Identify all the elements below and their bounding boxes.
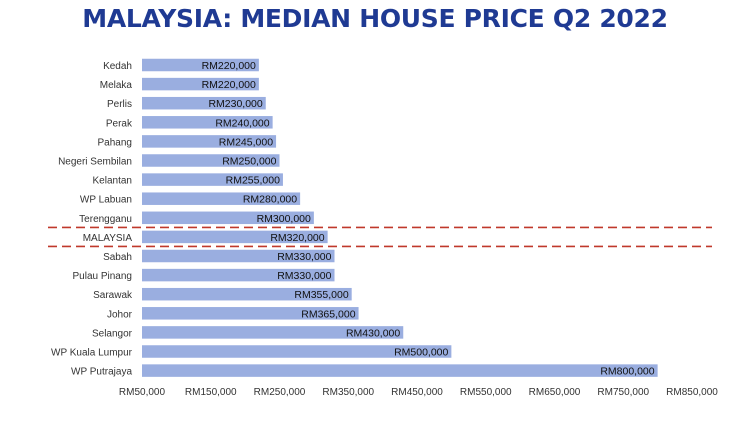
- category-label: Kedah: [103, 61, 132, 72]
- data-label: RM230,000: [208, 98, 262, 110]
- x-tick-label: RM250,000: [254, 387, 306, 398]
- data-label: RM365,000: [301, 308, 355, 320]
- data-label: RM330,000: [277, 251, 331, 263]
- category-label: Melaka: [100, 80, 133, 91]
- x-tick-label: RM50,000: [119, 387, 166, 398]
- category-label: Johor: [107, 309, 133, 320]
- data-label: RM280,000: [243, 194, 297, 206]
- category-label: Terengganu: [79, 214, 132, 225]
- x-tick-label: RM650,000: [529, 387, 581, 398]
- x-tick-label: RM850,000: [666, 387, 718, 398]
- data-label: RM255,000: [226, 175, 280, 187]
- bar: [142, 96, 266, 110]
- bar: [142, 58, 259, 72]
- data-label: RM300,000: [257, 213, 311, 225]
- x-tick-label: RM550,000: [460, 387, 512, 398]
- data-label: RM800,000: [600, 366, 654, 378]
- bar: [142, 230, 328, 244]
- category-label: Pahang: [98, 137, 132, 148]
- bar: [142, 287, 352, 301]
- bar: [142, 249, 335, 263]
- category-label: Pulau Pinang: [73, 271, 133, 282]
- category-label: WP Kuala Lumpur: [51, 348, 133, 359]
- data-label: RM330,000: [277, 270, 331, 282]
- bar: [142, 135, 277, 148]
- data-label: RM220,000: [202, 79, 256, 91]
- x-tick-label: RM350,000: [322, 387, 374, 398]
- bar: [142, 173, 283, 186]
- category-label: Selangor: [92, 328, 133, 339]
- data-label: RM355,000: [294, 289, 348, 301]
- category-label: Negeri Sembilan: [58, 157, 132, 168]
- category-label: MALAYSIA: [83, 233, 133, 244]
- data-label: RM220,000: [202, 60, 256, 72]
- x-tick-label: RM750,000: [597, 387, 649, 398]
- bar: [142, 116, 273, 129]
- data-label: RM245,000: [219, 136, 273, 148]
- bar: [142, 154, 280, 167]
- data-label: RM250,000: [222, 156, 276, 168]
- data-label: RM500,000: [394, 347, 448, 359]
- category-label: WP Putrajaya: [71, 367, 132, 378]
- data-label: RM430,000: [346, 327, 400, 339]
- bar: [142, 326, 404, 339]
- category-label: WP Labuan: [80, 195, 132, 206]
- bar: [142, 345, 452, 358]
- bar: [142, 77, 259, 91]
- category-label: Sabah: [103, 252, 132, 263]
- category-label: Kelantan: [93, 176, 132, 187]
- category-label: Sarawak: [93, 290, 133, 301]
- x-tick-label: RM150,000: [185, 387, 237, 398]
- bar: [142, 192, 301, 205]
- x-tick-label: RM450,000: [391, 387, 443, 398]
- bar: [142, 364, 658, 377]
- bar: [142, 307, 359, 320]
- bar: [142, 268, 335, 282]
- data-label: RM320,000: [270, 232, 324, 244]
- data-label: RM240,000: [215, 117, 269, 129]
- category-label: Perak: [106, 118, 133, 129]
- category-label: Perlis: [107, 99, 132, 110]
- bar: [142, 211, 314, 225]
- chart-title: MALAYSIA: MEDIAN HOUSE PRICE Q2 2022: [82, 4, 668, 33]
